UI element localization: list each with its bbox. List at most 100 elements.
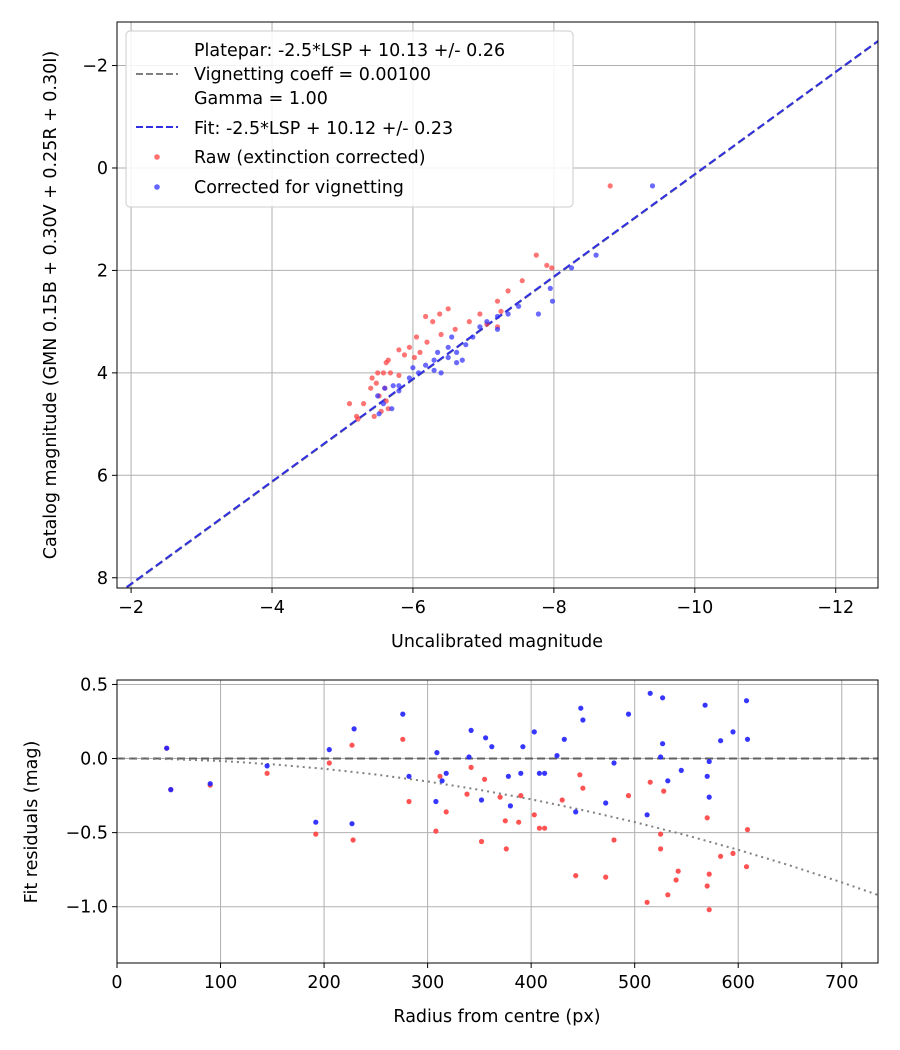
bottom-y-axis-label: Fit residuals (mag) (22, 741, 42, 904)
corrected-point (505, 311, 511, 317)
bottom-y-ticks: 0.5 0.0 −0.5 −1.0 (66, 675, 117, 918)
corrected-point (168, 787, 174, 793)
corrected-point (423, 362, 429, 368)
corrected-point (434, 750, 440, 756)
raw-point (373, 380, 379, 386)
raw-point (452, 326, 458, 332)
top-x-ticks: −2 −4 −6 −8 −10 −12 (118, 588, 854, 618)
corrected-point (435, 349, 441, 355)
raw-point (502, 818, 508, 824)
top-y-axis-label: Catalog magnitude (GMN 0.15B + 0.30V + 0… (41, 51, 61, 559)
raw-point (516, 819, 522, 825)
corrected-point (416, 370, 422, 376)
x-tick-label: 500 (618, 973, 651, 993)
raw-point (542, 825, 548, 831)
corrected-point (744, 736, 751, 742)
corrected-point (520, 744, 526, 750)
raw-point (445, 306, 451, 312)
x-tick-label: −10 (676, 598, 713, 618)
corrected-point (459, 357, 465, 363)
top-y-ticks: −2 0 2 4 6 8 (82, 57, 117, 589)
y-tick-label: 4 (97, 364, 108, 384)
raw-point (706, 907, 712, 913)
raw-point (573, 873, 579, 879)
raw-point (396, 347, 402, 353)
raw-point (498, 308, 504, 314)
raw-point (264, 770, 270, 776)
raw-point (413, 334, 420, 340)
raw-point (411, 354, 417, 361)
raw-point (396, 372, 402, 378)
legend-corrected-marker (154, 184, 160, 190)
y-tick-label: 6 (97, 466, 108, 486)
corrected-point (536, 770, 543, 776)
raw-point (743, 864, 750, 870)
raw-point (438, 331, 444, 338)
corrected-point (611, 760, 617, 766)
raw-point (544, 262, 550, 268)
corrected-point (454, 349, 460, 355)
raw-point (346, 401, 353, 407)
bottom-scatter-points (164, 690, 751, 913)
corrected-point (516, 303, 522, 309)
corrected-point (718, 738, 724, 744)
raw-point (658, 831, 664, 837)
legend-vignetting-label: Vignetting coeff = 0.00100 (194, 65, 431, 85)
top-legend: Platepar: -2.5*LSP + 10.13 +/- 0.26 Vign… (125, 30, 574, 208)
corrected-point (573, 809, 579, 815)
raw-point (443, 809, 449, 815)
corrected-point (439, 778, 445, 784)
bottom-x-axis-label: Radius from centre (px) (393, 1007, 600, 1027)
top-x-axis-label: Uncalibrated magnitude (391, 632, 603, 652)
raw-point (355, 416, 361, 422)
bottom-x-ticks: 0 100 200 300 400 500 600 700 (111, 963, 858, 993)
corrected-point (449, 334, 455, 340)
y-tick-label: 8 (97, 569, 108, 589)
y-tick-label: −2 (82, 57, 108, 77)
raw-point (536, 825, 543, 831)
x-tick-label: 400 (514, 973, 547, 993)
raw-point (468, 764, 474, 771)
raw-point (477, 311, 483, 317)
corrected-point (396, 383, 402, 389)
corrected-point (549, 298, 556, 304)
legend-gamma-label: Gamma = 1.00 (194, 89, 328, 109)
corrected-point (468, 727, 474, 734)
raw-point (607, 183, 613, 189)
corrected-point (349, 821, 355, 827)
corrected-point (702, 702, 708, 708)
raw-point (387, 370, 393, 376)
residuals-plot: 0 100 200 300 400 500 600 700 0.5 0.0 −0.5 −1.0 Ra… (22, 675, 879, 1027)
corrected-point (743, 698, 750, 704)
y-tick-label: 0 (97, 159, 108, 179)
corrected-point (400, 711, 406, 717)
raw-point (406, 344, 412, 350)
corrected-point (445, 344, 451, 350)
raw-point (647, 779, 653, 785)
corrected-point (406, 773, 412, 779)
raw-point (383, 360, 389, 366)
corrected-point (376, 411, 382, 417)
corrected-point (313, 819, 319, 825)
corrected-point (264, 763, 270, 769)
raw-point (424, 339, 430, 345)
corrected-point (326, 747, 332, 753)
legend-fit-label: Fit: -2.5*LSP + 10.12 +/- 0.23 (194, 119, 453, 139)
raw-point (326, 760, 332, 766)
x-tick-label: −4 (259, 598, 285, 618)
corrected-point (390, 383, 396, 389)
x-tick-label: −2 (118, 598, 144, 618)
raw-point (361, 401, 367, 407)
line-vignetting-model (117, 757, 878, 896)
raw-point (744, 827, 751, 833)
legend-platepar-label: Platepar: -2.5*LSP + 10.13 +/- 0.26 (194, 41, 505, 61)
bottom-lines (117, 757, 878, 896)
legend-raw-marker (154, 154, 160, 160)
raw-point (368, 385, 374, 391)
x-tick-label: −12 (817, 598, 854, 618)
corrected-point (505, 773, 511, 779)
corrected-point (518, 770, 524, 776)
x-tick-label: 100 (204, 973, 237, 993)
corrected-point (489, 744, 495, 750)
raw-point (625, 793, 632, 799)
